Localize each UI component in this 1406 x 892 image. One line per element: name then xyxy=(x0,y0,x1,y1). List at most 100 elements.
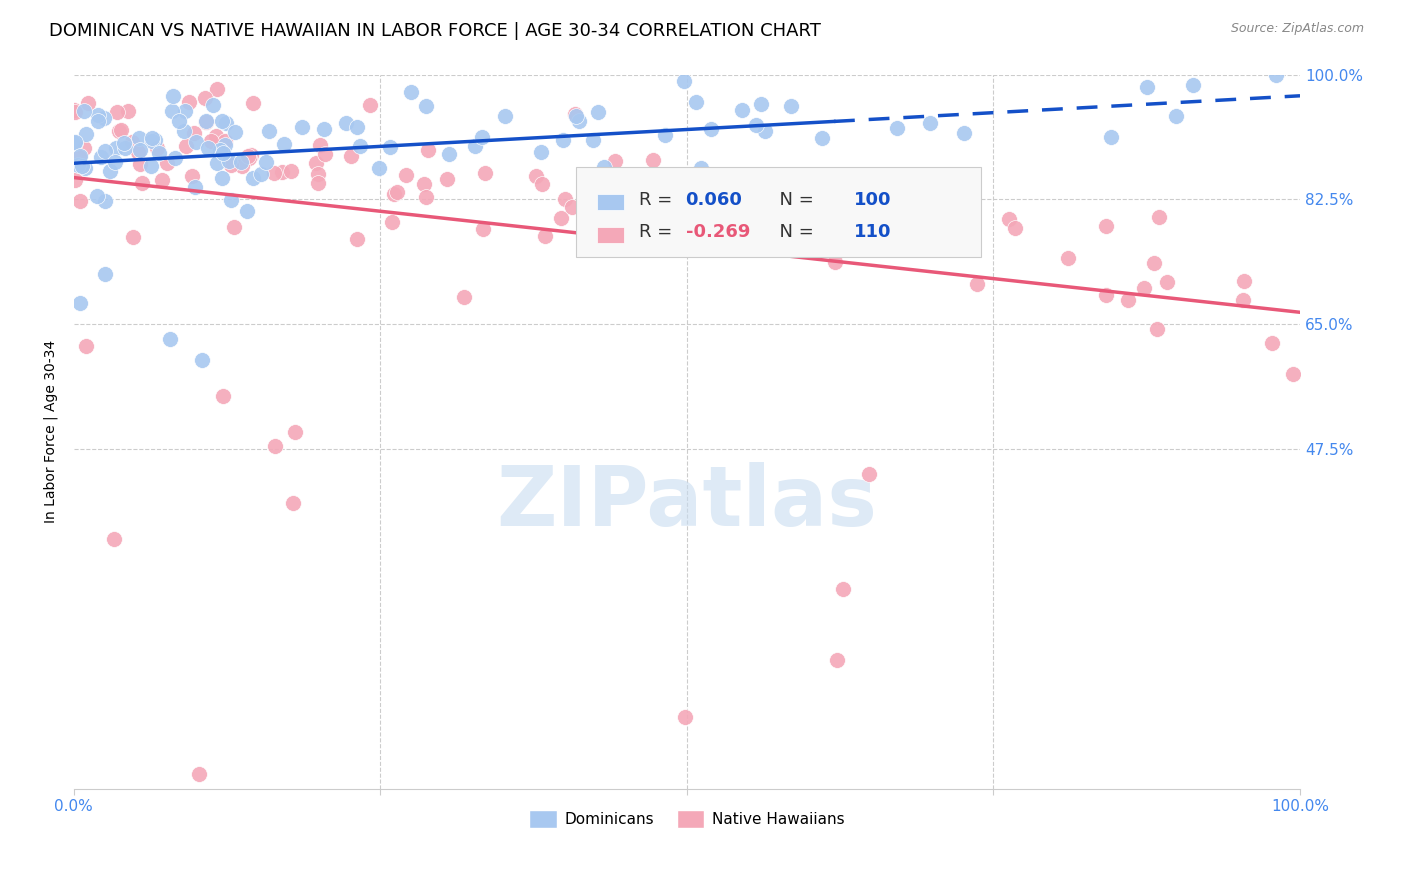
Point xyxy=(966,277,988,292)
Point xyxy=(263,166,285,180)
Point xyxy=(69,194,91,209)
Point xyxy=(257,124,280,138)
Point xyxy=(553,133,575,147)
Point xyxy=(464,139,486,153)
Point xyxy=(143,133,166,147)
Point xyxy=(793,202,815,217)
Point xyxy=(141,134,163,148)
Point xyxy=(436,172,458,186)
Point xyxy=(205,81,228,95)
Point xyxy=(180,169,202,183)
Point xyxy=(224,125,246,139)
Point xyxy=(700,121,723,136)
Point xyxy=(1164,109,1187,123)
Point xyxy=(886,120,908,135)
Point xyxy=(112,136,135,150)
Point xyxy=(184,180,207,194)
Point xyxy=(214,138,236,153)
Point xyxy=(169,114,191,128)
Point xyxy=(70,159,93,173)
Point xyxy=(63,172,86,186)
Point xyxy=(588,104,610,119)
Point xyxy=(139,159,162,173)
Point xyxy=(673,710,696,724)
Point xyxy=(1265,68,1288,82)
Text: 110: 110 xyxy=(853,224,891,242)
Point xyxy=(240,148,263,162)
Point xyxy=(453,290,475,304)
Point xyxy=(190,353,212,368)
Point xyxy=(200,134,222,148)
Point xyxy=(194,91,217,105)
Point xyxy=(780,98,803,112)
Point xyxy=(229,155,252,169)
Point xyxy=(471,130,494,145)
Point xyxy=(1057,251,1080,265)
Point xyxy=(474,166,496,180)
Point xyxy=(314,122,336,136)
Point xyxy=(75,339,97,353)
Point xyxy=(346,120,368,135)
Point xyxy=(214,134,236,148)
Point xyxy=(382,187,405,202)
Text: DOMINICAN VS NATIVE HAWAIIAN IN LABOR FORCE | AGE 30-34 CORRELATION CHART: DOMINICAN VS NATIVE HAWAIIAN IN LABOR FO… xyxy=(49,22,821,40)
Point xyxy=(568,114,591,128)
Point xyxy=(524,169,547,183)
Point xyxy=(242,95,264,110)
Point xyxy=(209,143,232,157)
Point xyxy=(93,194,115,208)
Point xyxy=(592,160,614,174)
Point xyxy=(127,145,149,160)
Point xyxy=(69,149,91,163)
Point xyxy=(731,103,754,118)
Point xyxy=(415,99,437,113)
Point xyxy=(219,194,242,208)
Point xyxy=(194,114,217,128)
Point xyxy=(63,135,86,149)
Point xyxy=(104,141,127,155)
Point xyxy=(1147,210,1170,224)
Point xyxy=(561,200,583,214)
Point xyxy=(380,140,402,154)
Point xyxy=(1232,293,1254,308)
Point xyxy=(1260,336,1282,351)
Point xyxy=(1156,275,1178,289)
Point xyxy=(690,161,713,175)
Point xyxy=(1094,219,1116,233)
Point xyxy=(346,232,368,246)
Point xyxy=(673,73,696,87)
Text: -0.269: -0.269 xyxy=(686,224,749,242)
Point xyxy=(281,496,304,510)
Point xyxy=(187,767,209,781)
Point xyxy=(582,133,605,147)
Point xyxy=(156,155,179,169)
Point xyxy=(612,176,634,190)
Point xyxy=(385,185,408,199)
Point xyxy=(212,389,235,403)
Point xyxy=(533,229,555,244)
Point xyxy=(86,189,108,203)
Point xyxy=(550,211,572,226)
Point xyxy=(131,176,153,190)
Point xyxy=(128,156,150,170)
Point xyxy=(759,242,782,256)
Point xyxy=(195,114,218,128)
Point xyxy=(759,170,782,185)
Point xyxy=(146,141,169,155)
Point xyxy=(150,173,173,187)
Point xyxy=(418,143,440,157)
Point xyxy=(173,124,195,138)
Point xyxy=(218,153,240,168)
Point xyxy=(1146,322,1168,336)
Point xyxy=(825,653,848,667)
Point xyxy=(122,229,145,244)
Point xyxy=(339,149,361,163)
Point xyxy=(439,146,461,161)
Point xyxy=(73,104,96,119)
Point xyxy=(716,182,738,196)
Text: 0.060: 0.060 xyxy=(686,191,742,209)
Point xyxy=(108,124,131,138)
Point xyxy=(1004,220,1026,235)
Point xyxy=(105,104,128,119)
Point xyxy=(212,145,235,160)
